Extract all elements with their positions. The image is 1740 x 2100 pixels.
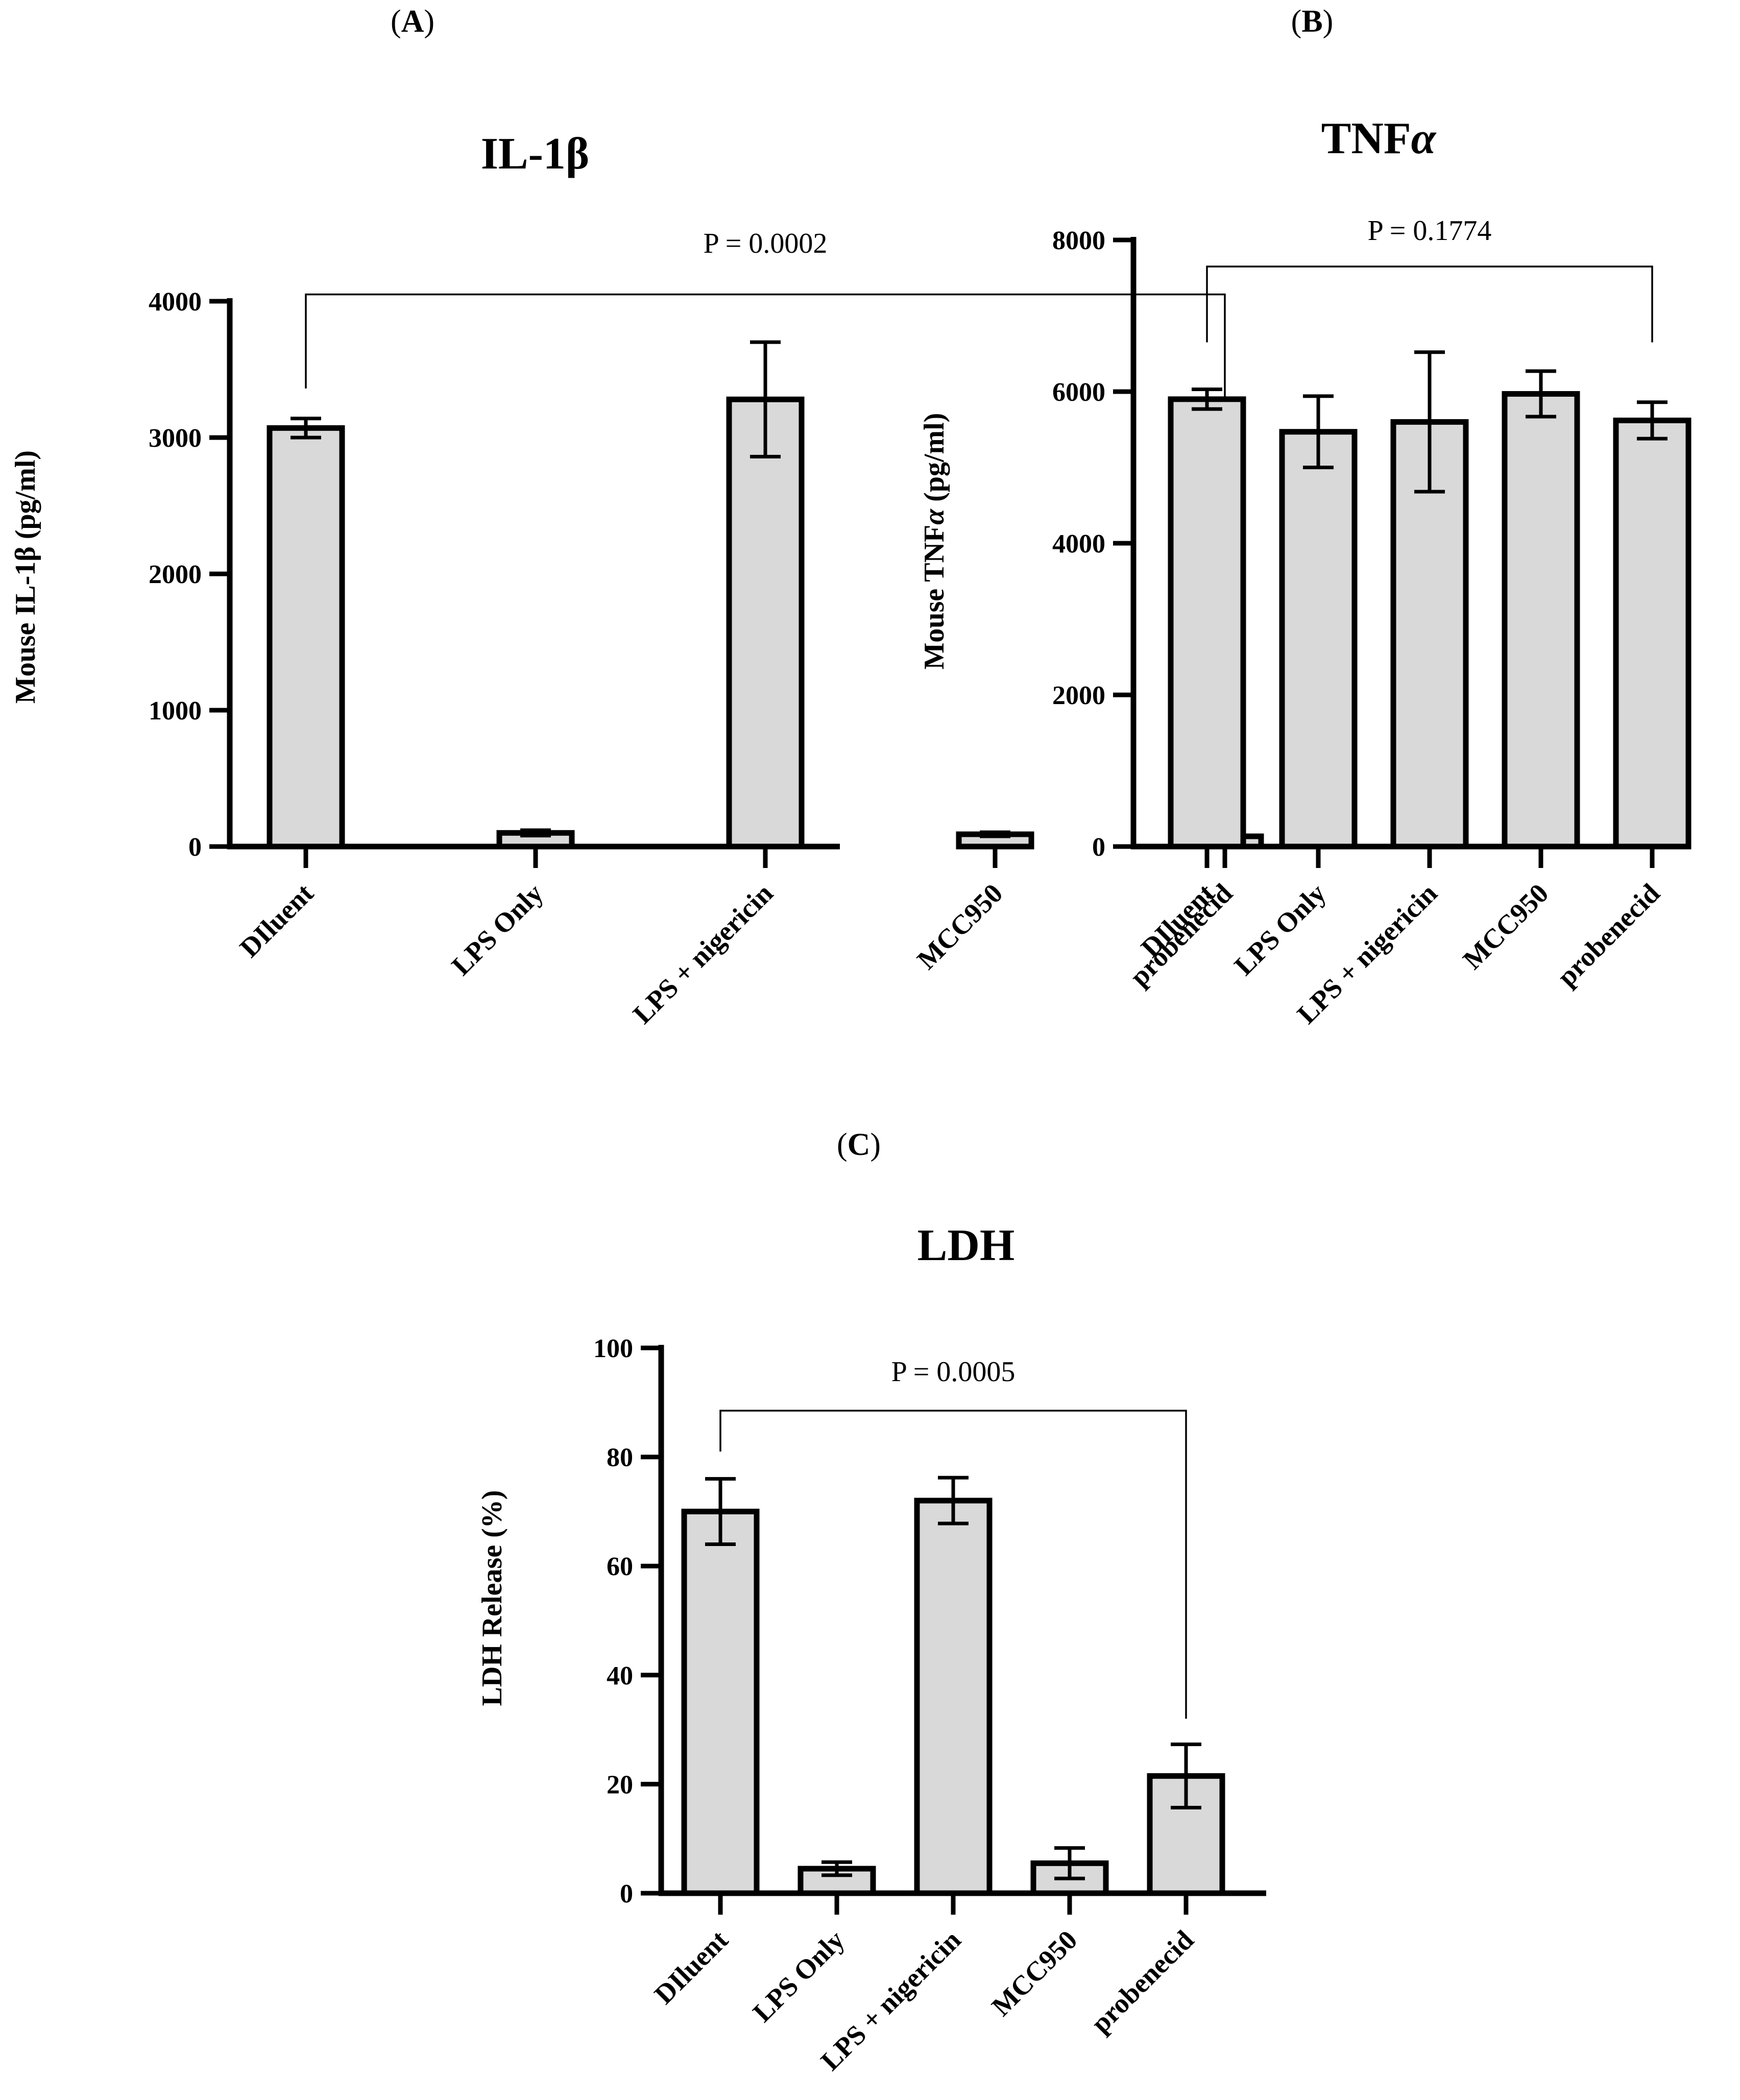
- error-bar: [750, 340, 781, 458]
- panel-label: (A): [391, 4, 434, 39]
- bar: [726, 396, 805, 850]
- error-bar: [291, 417, 321, 440]
- error-bar: [938, 1476, 969, 1526]
- error-bar: [520, 828, 551, 838]
- y-tick-label: 2000: [149, 560, 202, 589]
- x-tick-label: MCC950: [911, 878, 1009, 975]
- x-tick-label: LPS Only: [747, 1924, 851, 2028]
- error-bar: [1637, 400, 1668, 441]
- p-value-label: P = 0.0005: [891, 1356, 1016, 1388]
- y-tick-label: 80: [607, 1443, 633, 1473]
- error-bar: [1414, 350, 1445, 494]
- p-value-label: P = 0.0002: [704, 228, 828, 259]
- panel-b: (B) TNFα Mouse TNFα (pg/ml) 0 2000 4000 6000 80…: [919, 4, 1691, 1030]
- p-value-label: P = 0.1774: [1368, 215, 1492, 247]
- x-tick-label: probenecid: [1551, 878, 1665, 992]
- panel-letter: C: [848, 1127, 871, 1162]
- chart-title: IL-1β: [481, 129, 590, 179]
- panel-letter: A: [401, 4, 424, 39]
- y-tick-label: 3000: [149, 424, 202, 453]
- x-tick-label: probenecid: [1085, 1924, 1199, 2039]
- error-bar: [1171, 1742, 1201, 1809]
- error-bar: [1526, 369, 1556, 419]
- y-tick-label: 40: [607, 1661, 633, 1691]
- bar: [681, 1508, 760, 1896]
- chart-title: LDH: [917, 1221, 1015, 1270]
- y-axis-label: Mouse TNFα (pg/ml): [919, 413, 950, 670]
- x-tick-label: LPS + nigericin: [627, 878, 779, 1030]
- y-tick-label: 60: [607, 1552, 633, 1581]
- y-axis-label: Mouse IL-1β (pg/ml): [10, 450, 41, 704]
- bar: [267, 425, 345, 850]
- significance-bracket: [719, 1410, 1187, 1719]
- panel-label: (C): [837, 1127, 881, 1162]
- x-tick-label: MCC950: [1457, 878, 1555, 975]
- x-tick-label: DIluent: [234, 878, 320, 963]
- error-bar: [1303, 394, 1334, 469]
- bar: [1502, 391, 1580, 850]
- x-tick-label: LPS Only: [446, 878, 549, 981]
- title-suffix: α: [1411, 114, 1437, 163]
- bar: [1613, 417, 1691, 850]
- y-tick-label: 2000: [1052, 681, 1105, 710]
- y-tick-label: 100: [593, 1334, 633, 1363]
- error-bar: [1054, 1846, 1085, 1880]
- panel-label: (B): [1291, 4, 1334, 39]
- panel-c: (C) LDH LDH Release (%) 0 20 40 60 80 100 DIluent…: [476, 1127, 1266, 2077]
- error-bar: [1192, 388, 1222, 411]
- chart-title: TNFα: [1321, 114, 1437, 163]
- significance-bracket: [1206, 265, 1653, 343]
- y-axis-label: LDH Release (%): [476, 1490, 508, 1706]
- y-tick-label: 6000: [1052, 378, 1105, 407]
- x-tick-label: DIluent: [648, 1924, 734, 2010]
- y-tick-label: 8000: [1052, 226, 1105, 255]
- y-tick-label: 4000: [149, 287, 202, 317]
- panel-letter: B: [1301, 4, 1322, 39]
- bar: [1168, 396, 1246, 850]
- y-tick-label: 0: [1092, 833, 1105, 862]
- error-bar: [705, 1477, 736, 1546]
- bar: [914, 1498, 993, 1896]
- x-tick-label: MCC950: [986, 1924, 1083, 2022]
- error-bar: [821, 1860, 852, 1877]
- bar: [1279, 429, 1358, 850]
- panel-a: (A) IL-1β Mouse IL-1β (pg/ml) 0 1000 2000 3000…: [10, 4, 1264, 1030]
- y-tick-label: 20: [607, 1770, 633, 1799]
- y-tick-label: 0: [620, 1879, 633, 1909]
- y-tick-label: 4000: [1052, 529, 1105, 559]
- y-tick-label: 0: [188, 833, 202, 862]
- error-bar: [980, 830, 1010, 838]
- y-tick-label: 1000: [149, 696, 202, 726]
- x-tick-label: LPS Only: [1228, 878, 1332, 981]
